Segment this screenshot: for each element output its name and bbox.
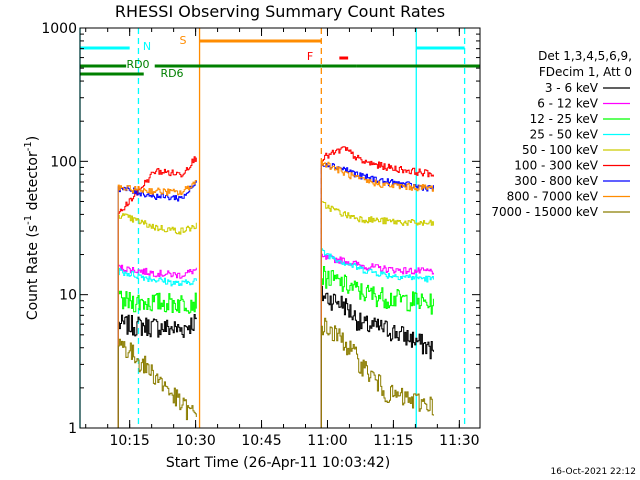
legend-header-1: Det 1,3,4,5,6,9, — [538, 49, 632, 63]
series-line — [117, 163, 434, 428]
y-label-sup1: -1 — [23, 215, 34, 225]
legend-entry-label: 6 - 12 keV — [537, 97, 599, 111]
series-group — [117, 146, 434, 428]
y-label-sup2: -1 — [23, 141, 34, 151]
vertical-markers — [79, 28, 466, 428]
legend-entry-label: 100 - 300 keV — [514, 159, 598, 173]
plot-frame — [79, 27, 481, 429]
annotation-label: N — [143, 40, 151, 53]
legend-entry-label: 3 - 6 keV — [545, 81, 599, 95]
annotation-label: RD6 — [160, 67, 183, 80]
series-line — [117, 317, 434, 428]
y-tick-label: 1000 — [41, 21, 77, 37]
series-line — [117, 248, 434, 428]
legend-header-2: FDecim 1, Att 0 — [539, 65, 632, 79]
x-tick-label: 10:30 — [175, 433, 215, 449]
series-line — [117, 266, 434, 428]
annotation-label: RD0 — [126, 58, 149, 71]
axis-ticks: 10:15 10:30 10:45 11:00 11:15 11:30 1 10 100 1000 — [41, 21, 480, 449]
y-label-end: ) — [25, 136, 41, 141]
series-line — [117, 285, 434, 428]
legend-entry-label: 25 - 50 keV — [530, 128, 599, 142]
series-line — [117, 146, 434, 428]
legend-entry-label: 300 - 800 keV — [514, 174, 598, 188]
legend-entry-label: 7000 - 15000 keV — [491, 205, 598, 219]
annotation-label: S — [180, 34, 187, 47]
footer-timestamp: 16-Oct-2021 22:12 — [551, 467, 636, 477]
x-tick-label: 10:15 — [109, 433, 149, 449]
y-label-main: Count Rate (s — [25, 225, 41, 320]
y-tick-label: 1 — [68, 421, 77, 437]
chart-title: RHESSI Observing Summary Count Rates — [115, 2, 445, 21]
series-line — [117, 201, 434, 428]
x-tick-label: 11:15 — [373, 433, 413, 449]
x-tick-label: 10:45 — [241, 433, 281, 449]
legend-entry-label: 12 - 25 keV — [530, 112, 599, 126]
y-tick-label: 10 — [59, 288, 77, 304]
series-line — [117, 159, 434, 428]
annotation-label: F — [307, 50, 313, 63]
y-label-mid: detector — [25, 151, 41, 215]
y-axis-label: Count Rate (s-1 detector-1) — [23, 136, 41, 320]
legend-entry-label: 50 - 100 keV — [522, 143, 599, 157]
y-tick-label: 100 — [50, 154, 77, 170]
annotations: N S F RD0 RD6 — [126, 34, 313, 80]
x-tick-label: 11:30 — [439, 433, 479, 449]
legend-entry-label: 800 - 7000 keV — [507, 190, 599, 204]
x-axis-label: Start Time (26-Apr-11 10:03:42) — [166, 455, 390, 471]
x-tick-label: 11:00 — [307, 433, 347, 449]
status-bars — [80, 39, 480, 76]
